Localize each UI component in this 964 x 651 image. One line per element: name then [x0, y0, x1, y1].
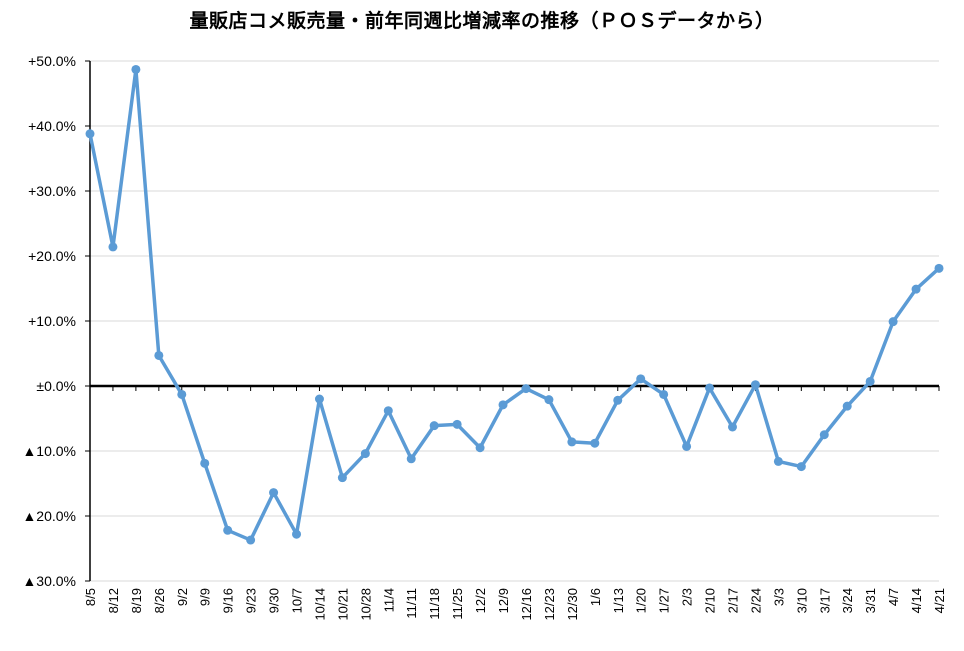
- y-tick-label: ▲10.0%: [22, 443, 76, 459]
- x-tick-label: 8/5: [83, 588, 98, 606]
- x-tick-label: 8/26: [152, 588, 167, 613]
- data-point: [567, 437, 577, 447]
- y-tick-label: ±0.0%: [36, 378, 76, 394]
- data-point: [773, 456, 783, 466]
- data-point: [429, 421, 439, 431]
- x-tick-label: 4/21: [932, 588, 947, 613]
- data-point: [888, 317, 898, 327]
- x-tick-label: 2/10: [703, 588, 718, 613]
- data-point: [659, 389, 669, 399]
- data-point: [223, 525, 233, 535]
- data-point: [246, 535, 256, 545]
- data-point: [682, 441, 692, 451]
- data-point: [590, 438, 600, 448]
- x-tick-label: 10/21: [335, 588, 350, 621]
- data-point: [498, 400, 508, 410]
- x-tick-label: 12/23: [542, 588, 557, 621]
- axes: [85, 60, 940, 582]
- data-point: [314, 394, 324, 404]
- x-tick-label: 3/31: [863, 588, 878, 613]
- x-tick-label: 1/6: [588, 588, 603, 606]
- data-point: [613, 395, 623, 405]
- data-point: [636, 374, 646, 384]
- x-tick-label: 3/3: [771, 588, 786, 606]
- x-tick-label: 8/19: [129, 588, 144, 613]
- y-tick-labels: +50.0% +40.0% +30.0% +20.0% +10.0% ±0.0% ▲10.0…: [22, 53, 76, 589]
- x-tick-label: 1/13: [611, 588, 626, 613]
- y-tick-label: +50.0%: [28, 53, 76, 69]
- data-point: [406, 454, 416, 464]
- series: [85, 64, 944, 545]
- data-point: [131, 64, 141, 74]
- x-tick-label: 9/9: [198, 588, 213, 606]
- data-point: [360, 449, 370, 459]
- x-tick-label: 8/12: [106, 588, 121, 613]
- x-tick-labels: 8/5 8/12 8/19 8/26 9/2 9/9 9/16 9/23 9/30 10/7 10/…: [83, 588, 947, 621]
- x-tick-label: 10/7: [290, 588, 305, 613]
- grid-lines: [90, 60, 939, 582]
- data-point: [452, 419, 462, 429]
- data-point: [269, 488, 279, 498]
- y-tick-label: +40.0%: [28, 118, 76, 134]
- x-tick-label: 12/16: [519, 588, 534, 621]
- data-point: [934, 263, 944, 273]
- x-tick-label: 2/17: [725, 588, 740, 613]
- x-tick-label: 1/27: [657, 588, 672, 613]
- y-tick-label: +30.0%: [28, 183, 76, 199]
- series-line: [88, 67, 941, 542]
- x-tick-label: 11/25: [450, 588, 465, 620]
- data-point: [750, 380, 760, 390]
- x-tick-label: 12/9: [496, 588, 511, 613]
- data-point: [727, 422, 737, 432]
- data-point: [337, 473, 347, 483]
- x-tick-label: 9/23: [244, 588, 259, 613]
- chart-title: 量販店コメ販売量・前年同週比増減率の推移（ＰＯＳデータから）: [189, 10, 775, 32]
- y-tick-label: +20.0%: [28, 248, 76, 264]
- data-point: [911, 284, 921, 294]
- x-tick-label: 11/4: [381, 588, 396, 612]
- x-tick-label: 2/24: [748, 588, 763, 613]
- x-tick-label: 3/17: [817, 588, 832, 613]
- x-tick-label: 9/30: [267, 588, 282, 613]
- x-tick-label: 11/18: [427, 588, 442, 620]
- data-point: [819, 430, 829, 440]
- data-point: [383, 406, 393, 416]
- data-point: [154, 350, 164, 360]
- x-tick-label: 10/28: [358, 588, 373, 621]
- x-tick-label: 9/16: [221, 588, 236, 613]
- x-tick-label: 12/30: [565, 588, 580, 621]
- data-point: [544, 395, 554, 405]
- x-tick-label: 3/24: [840, 588, 855, 613]
- x-tick-label: 4/7: [886, 588, 901, 606]
- data-point: [200, 458, 210, 468]
- data-point: [292, 529, 302, 539]
- x-tick-label: 4/14: [909, 588, 924, 613]
- y-tick-label: ▲30.0%: [22, 573, 76, 589]
- data-point: [705, 383, 715, 393]
- x-tick-label: 12/2: [473, 588, 488, 613]
- data-point: [865, 376, 875, 386]
- data-point: [842, 401, 852, 411]
- data-point: [521, 384, 531, 394]
- data-point: [85, 129, 95, 139]
- data-point: [475, 443, 485, 453]
- x-tick-label: 9/2: [175, 588, 190, 606]
- data-point: [108, 242, 118, 252]
- data-point: [177, 389, 187, 399]
- y-tick-label: ▲20.0%: [22, 508, 76, 524]
- x-tick-label: 10/14: [312, 588, 327, 621]
- x-tick-label: 1/20: [634, 588, 649, 613]
- y-tick-label: +10.0%: [28, 313, 76, 329]
- x-tick-label: 3/10: [794, 588, 809, 613]
- data-point: [796, 462, 806, 472]
- x-tick-label: 11/11: [404, 588, 419, 619]
- x-tick-label: 2/3: [680, 588, 695, 606]
